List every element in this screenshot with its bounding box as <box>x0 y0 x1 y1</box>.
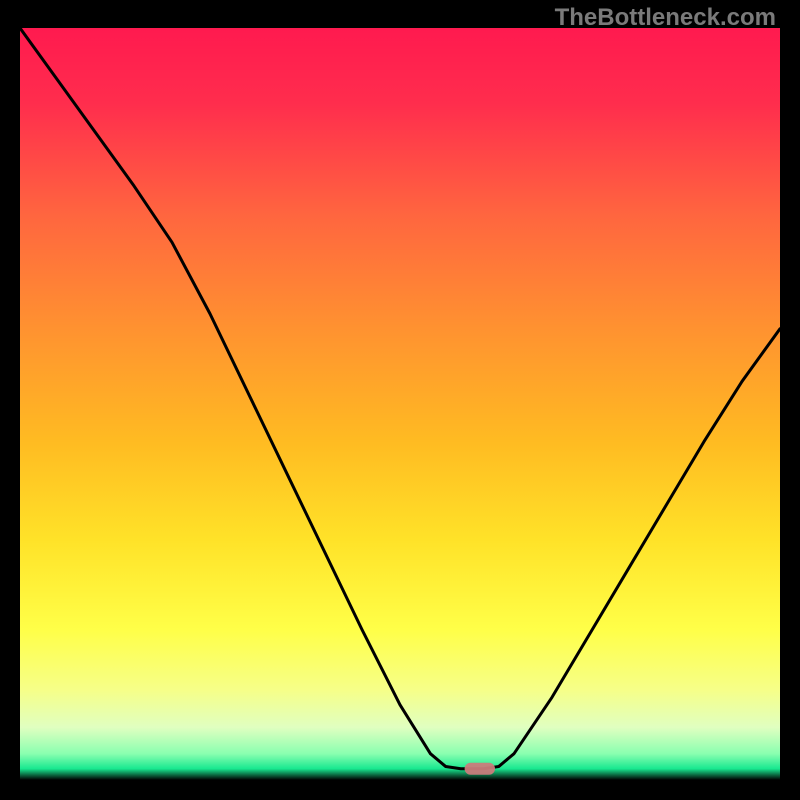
plot-frame <box>20 28 780 780</box>
watermark-text: TheBottleneck.com <box>555 4 776 32</box>
optimal-marker <box>465 763 495 775</box>
plot-svg <box>20 28 780 780</box>
chart-container: TheBottleneck.com <box>0 0 800 800</box>
gradient-background <box>20 28 780 780</box>
